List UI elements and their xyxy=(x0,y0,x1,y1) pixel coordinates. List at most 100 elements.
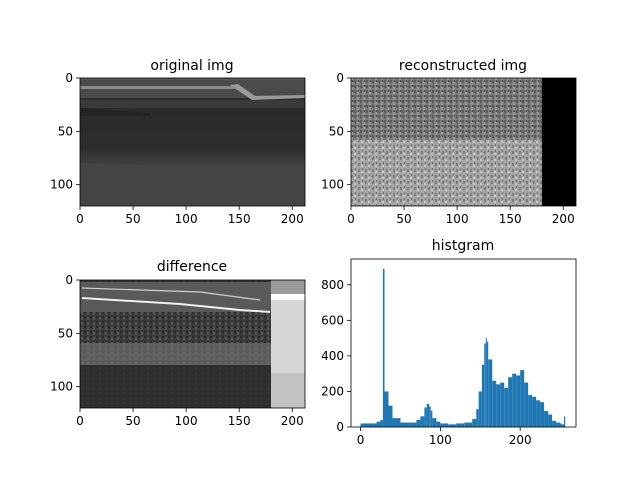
y-tick-label: 200 xyxy=(321,384,344,398)
histogram-bar xyxy=(382,268,385,427)
y-tick-label: 400 xyxy=(321,349,344,363)
x-tick-label: 150 xyxy=(499,212,522,226)
x-tick-label: 0 xyxy=(357,433,365,447)
y-tick-label: 0 xyxy=(65,71,73,85)
x-tick-label: 0 xyxy=(347,212,355,226)
histogram-bar xyxy=(564,416,566,427)
histogram-bar xyxy=(544,411,549,427)
panel-difference: difference 0 50 100 150 200 0 50 100 xyxy=(50,259,306,428)
y-tick-label: 100 xyxy=(321,178,344,192)
image-reconstructed xyxy=(351,78,576,206)
histogram-bar xyxy=(424,407,427,427)
y-tick-label: 50 xyxy=(329,124,344,138)
histogram-bar xyxy=(448,424,457,427)
histogram-bar xyxy=(524,382,529,427)
histogram-bar xyxy=(380,419,383,427)
yaxis-difference: 0 50 100 xyxy=(50,273,80,394)
histogram-bar xyxy=(552,420,557,427)
histogram-bar xyxy=(420,416,425,427)
histogram-bar xyxy=(426,403,430,427)
panel-original: original img 0 50 100 150 200 0 50 100 xyxy=(50,58,306,226)
x-tick-label: 200 xyxy=(281,212,304,226)
x-tick-label: 50 xyxy=(125,212,140,226)
yaxis-histogram: 0 200 400 600 800 xyxy=(321,278,351,434)
histogram-bar xyxy=(504,387,509,427)
x-tick-label: 100 xyxy=(429,433,452,447)
histogram-bar xyxy=(440,423,449,427)
y-tick-label: 0 xyxy=(336,71,344,85)
frame-difference xyxy=(79,279,306,409)
histogram-bar xyxy=(532,396,537,427)
y-tick-label: 0 xyxy=(336,420,344,434)
frame-original xyxy=(79,77,306,207)
frame-reconstructed xyxy=(350,77,577,207)
panel-histogram: histgram 0 100 200 0 200 400 600 800 xyxy=(321,238,577,447)
histogram-bars xyxy=(360,268,566,427)
panel-reconstructed: reconstructed img 0 50 100 150 200 0 50 100 xyxy=(321,58,577,226)
y-tick-label: 100 xyxy=(50,178,73,192)
xaxis-reconstructed: 0 50 100 150 200 xyxy=(347,206,575,226)
x-tick-label: 100 xyxy=(175,212,198,226)
histogram-bar xyxy=(472,419,477,427)
xaxis-original: 0 50 100 150 200 xyxy=(76,206,304,226)
histogram-bar xyxy=(528,395,533,427)
histogram-bar xyxy=(368,423,377,427)
x-tick-label: 0 xyxy=(76,212,84,226)
xaxis-histogram: 0 100 200 xyxy=(357,427,532,447)
y-tick-label: 800 xyxy=(321,278,344,292)
y-tick-label: 50 xyxy=(58,326,73,340)
histogram-bar xyxy=(561,424,565,427)
histogram-bar xyxy=(485,338,487,427)
histogram-bar xyxy=(416,419,421,427)
histogram-bar xyxy=(392,418,401,427)
histogram-bar xyxy=(488,359,493,427)
histogram-bar xyxy=(540,402,545,427)
histogram-bar xyxy=(556,422,561,427)
y-tick-label: 600 xyxy=(321,313,344,327)
title-original: original img xyxy=(150,58,233,74)
histogram-bar xyxy=(388,405,393,427)
x-tick-label: 200 xyxy=(552,212,575,226)
histogram-bar xyxy=(520,370,525,427)
x-tick-label: 200 xyxy=(509,433,532,447)
histogram-bar xyxy=(496,384,501,427)
histogram-bar xyxy=(400,422,409,427)
histogram-bar xyxy=(436,421,441,427)
histogram-bar xyxy=(481,364,485,427)
x-tick-label: 100 xyxy=(446,212,469,226)
histogram-bar xyxy=(430,411,433,427)
histogram-bar xyxy=(492,380,497,427)
title-difference: difference xyxy=(157,259,227,275)
histogram-bar xyxy=(548,414,553,427)
x-tick-label: 50 xyxy=(125,414,140,428)
histogram-bar xyxy=(536,400,541,427)
histogram-bar xyxy=(512,373,517,427)
histogram-bar xyxy=(478,391,482,427)
image-difference xyxy=(80,280,305,408)
histogram-bar xyxy=(408,422,417,427)
xaxis-difference: 0 50 100 150 200 xyxy=(76,408,304,428)
histogram-bar xyxy=(508,377,513,427)
histogram-bar xyxy=(464,422,473,427)
histogram-bar xyxy=(429,406,431,427)
histogram-bar xyxy=(384,391,389,427)
histogram-bar xyxy=(484,343,486,427)
histogram-bar xyxy=(516,375,521,427)
histogram-bar xyxy=(560,423,562,427)
histogram-bar xyxy=(360,423,369,427)
histogram-bar xyxy=(432,418,437,427)
yaxis-original: 0 50 100 xyxy=(50,71,80,192)
histogram-bar xyxy=(486,341,489,427)
image-original xyxy=(80,78,305,206)
x-tick-label: 0 xyxy=(76,414,84,428)
yaxis-reconstructed: 0 50 100 xyxy=(321,71,351,192)
x-tick-label: 150 xyxy=(228,212,251,226)
x-tick-label: 50 xyxy=(396,212,411,226)
y-tick-label: 0 xyxy=(65,273,73,287)
histogram-bar xyxy=(476,409,479,427)
x-tick-label: 100 xyxy=(175,414,198,428)
title-reconstructed: reconstructed img xyxy=(399,58,527,74)
y-tick-label: 100 xyxy=(50,380,73,394)
title-histogram: histgram xyxy=(432,238,494,254)
